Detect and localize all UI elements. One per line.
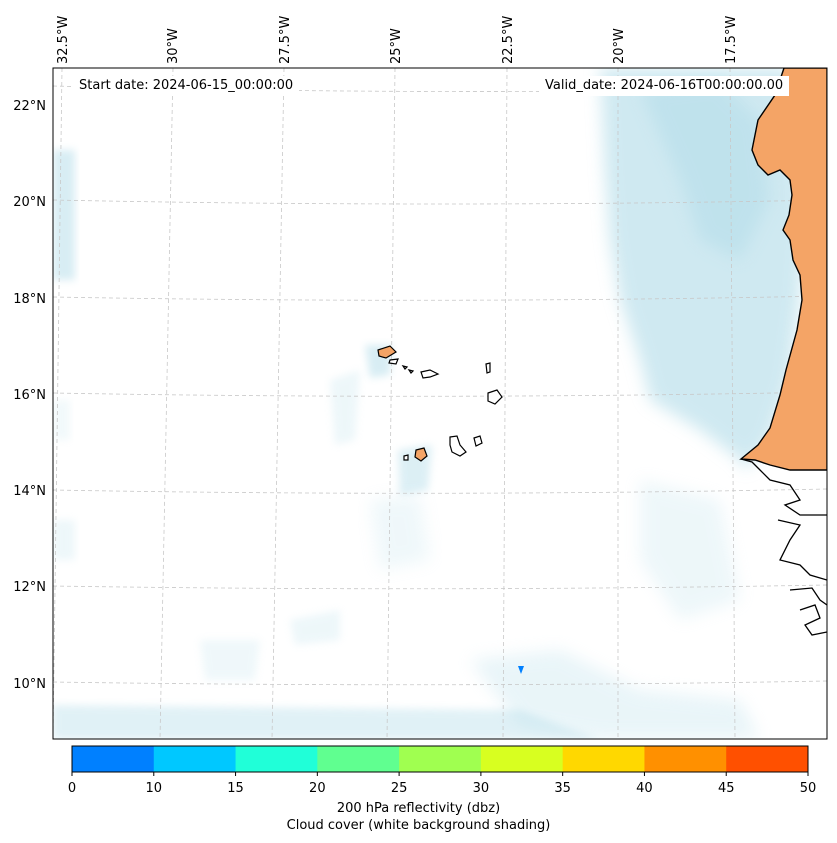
coastline-south — [740, 458, 827, 636]
map-frame — [52, 67, 828, 740]
lat-label: 14°N — [13, 484, 46, 499]
lon-label: 22.5°W — [501, 16, 516, 64]
colorbar-swatch — [562, 746, 645, 772]
colorbar-tick-label: 20 — [309, 781, 326, 796]
lat-label: 18°N — [13, 292, 46, 307]
colorbar-subtitle: Cloud cover (white background shading) — [286, 818, 551, 833]
colorbar-tick-label: 30 — [473, 781, 490, 796]
cloud-cover-shading — [53, 68, 805, 739]
graticule — [53, 68, 827, 739]
colorbar-tick-label: 40 — [636, 781, 653, 796]
colorbar-frame — [71, 745, 809, 773]
lat-label: 20°N — [13, 195, 46, 210]
cabo-verde-islands — [377, 345, 503, 462]
lon-label: 20°W — [612, 28, 627, 64]
colorbar-swatch — [153, 746, 237, 772]
colorbar-title: 200 hPa reflectivity (dbz) — [336, 801, 501, 816]
colorbar-tick-label: 0 — [68, 781, 76, 796]
colorbar-tick-label: 35 — [554, 781, 571, 796]
lon-label: 30°W — [166, 28, 181, 64]
west-africa-land — [739, 68, 827, 471]
lon-label: 17.5°W — [724, 16, 739, 64]
colorbar-swatch — [399, 746, 482, 772]
lat-label: 22°N — [13, 99, 46, 114]
colorbar-swatch — [644, 746, 727, 772]
colorbar-swatch — [726, 746, 809, 772]
colorbar-tick-label: 15 — [227, 781, 244, 796]
latitude-labels: 22°N 20°N 18°N 16°N 14°N 12°N 10°N — [13, 99, 46, 692]
colorbar-swatch — [235, 746, 318, 772]
colorbar-tick-label: 25 — [391, 781, 408, 796]
colorbar-tick-label: 45 — [718, 781, 735, 796]
valid-date-label: Valid_date: 2024-06-16T00:00:00.00 — [539, 76, 790, 96]
colorbar-swatch — [317, 746, 400, 772]
lon-label: 32.5°W — [56, 16, 71, 64]
colorbar-tick-label: 50 — [800, 781, 817, 796]
colorbar-swatch — [72, 746, 155, 772]
colorbar-swatch — [480, 746, 564, 772]
start-date-label: Start date: 2024-06-15_00:00:00 — [73, 76, 300, 96]
colorbar: 0 10 15 20 25 30 35 40 45 50 — [68, 745, 817, 796]
colorbar-tick-label: 10 — [146, 781, 163, 796]
longitude-labels: 32.5°W 30°W 27.5°W 25°W 22.5°W 20°W 17.5… — [56, 16, 739, 64]
lon-label: 27.5°W — [278, 16, 293, 64]
lat-label: 12°N — [13, 580, 46, 595]
reflectivity-echo — [518, 666, 524, 674]
lat-label: 16°N — [13, 388, 46, 403]
lat-label: 10°N — [13, 677, 46, 692]
lon-label: 25°W — [389, 28, 404, 64]
